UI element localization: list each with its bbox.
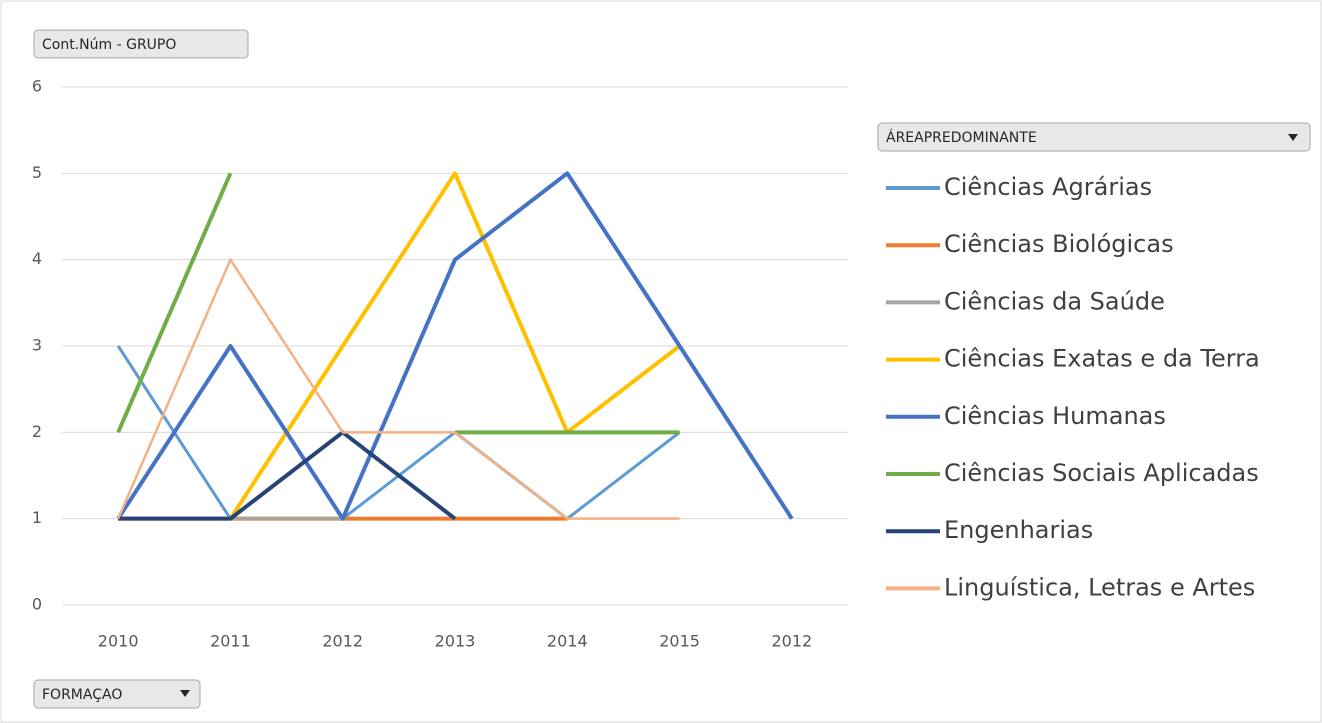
series-line (116, 258, 680, 520)
x-tick-label: 2011 (210, 632, 251, 651)
x-tick-label: 2010 (98, 632, 139, 651)
x-tick-label: 2013 (435, 632, 476, 651)
series-line (118, 430, 457, 521)
series-line (116, 171, 794, 521)
button-label[interactable]: Cont.Núm - GRUPO (42, 37, 176, 53)
button-label[interactable]: ÁREAPREDOMINANTE (886, 129, 1037, 146)
x-tick-label: 2014 (547, 632, 588, 651)
x-tick-label: 2015 (659, 632, 700, 651)
legend-label: Ciências da Saúde (944, 287, 1165, 315)
x-tick-label: 2012 (771, 632, 812, 651)
dropdown-arrow[interactable] (180, 690, 190, 697)
legend-label: Ciências Biológicas (944, 230, 1174, 258)
y-tick-label: 5 (32, 163, 42, 182)
legend-label: Linguística, Letras e Artes (944, 573, 1255, 601)
legend-field-button[interactable]: ÁREAPREDOMINANTE (877, 122, 1311, 152)
y-tick-label: 4 (32, 249, 42, 268)
legend-label: Ciências Agrárias (944, 173, 1152, 201)
x-tick-label: 2012 (322, 632, 363, 651)
y-tick-label: 6 (32, 77, 42, 96)
series-line (228, 171, 681, 520)
y-tick-label: 0 (32, 595, 42, 614)
series-line (116, 172, 233, 434)
value-field-button[interactable]: Cont.Núm - GRUPO (33, 29, 249, 59)
button-label[interactable]: FORMAÇAO (42, 687, 122, 703)
button-box[interactable] (33, 679, 201, 709)
dropdown-arrow[interactable] (1288, 134, 1298, 141)
button-box[interactable] (33, 29, 249, 59)
legend-label: Engenharias (944, 516, 1093, 544)
axis-field-button[interactable]: FORMAÇAO (33, 679, 201, 709)
legend-label: Ciências Humanas (944, 402, 1166, 430)
y-tick-label: 3 (32, 336, 42, 355)
button-box[interactable] (877, 122, 1311, 152)
legend-label: Ciências Sociais Aplicadas (944, 459, 1259, 487)
legend-label: Ciências Exatas e da Terra (944, 345, 1260, 373)
y-tick-label: 2 (32, 422, 42, 441)
y-tick-label: 1 (32, 508, 42, 527)
